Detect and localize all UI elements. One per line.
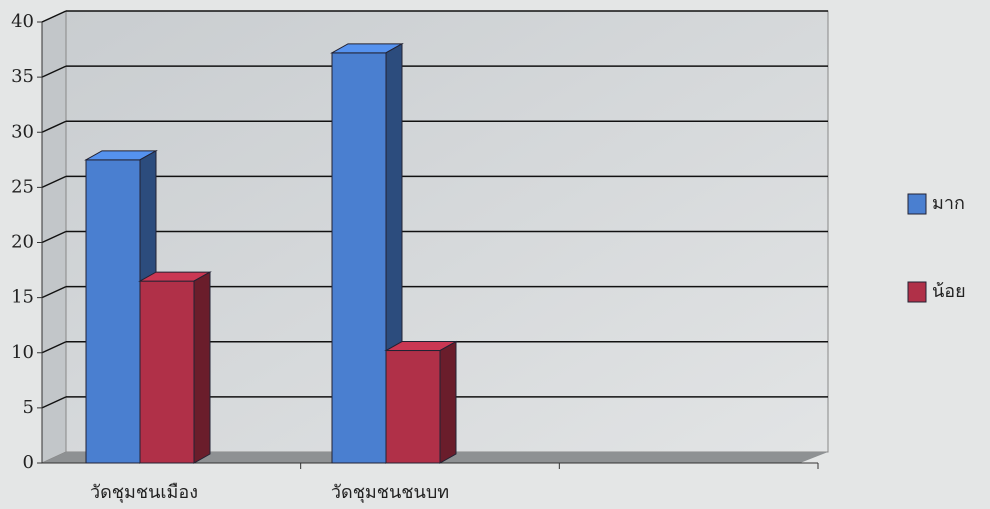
legend-swatch — [907, 281, 927, 303]
grid-line — [41, 120, 67, 133]
grid-line — [41, 341, 67, 354]
y-tick-label: 10 — [11, 342, 34, 363]
grid-line — [41, 65, 67, 78]
bar-side — [439, 340, 457, 464]
grid-line — [41, 10, 67, 23]
y-tick-label: 30 — [11, 121, 34, 142]
legend-label: น้อย — [932, 281, 966, 302]
bar — [331, 52, 387, 464]
y-tick-label: 20 — [11, 232, 34, 253]
y-tick-label: 40 — [11, 11, 34, 32]
grid-line — [41, 285, 67, 299]
y-tick-label: 15 — [11, 287, 34, 308]
x-tick-label: วัดชุมชนชนบท — [331, 482, 449, 503]
y-tick-label: 0 — [23, 452, 34, 473]
legend-swatch — [907, 193, 927, 215]
bar — [85, 159, 141, 464]
grid-line — [41, 175, 67, 189]
grid-line — [41, 230, 67, 244]
grid-line — [41, 396, 67, 409]
bar — [385, 350, 441, 464]
bar-side — [193, 271, 211, 464]
x-tick-label: วัดชุมชนเมือง — [90, 482, 198, 503]
y-tick-label: 5 — [23, 397, 34, 418]
y-tick-label: 35 — [11, 66, 34, 87]
y-tick-label: 25 — [11, 176, 34, 197]
bar — [139, 280, 195, 464]
legend-label: มาก — [932, 193, 965, 214]
